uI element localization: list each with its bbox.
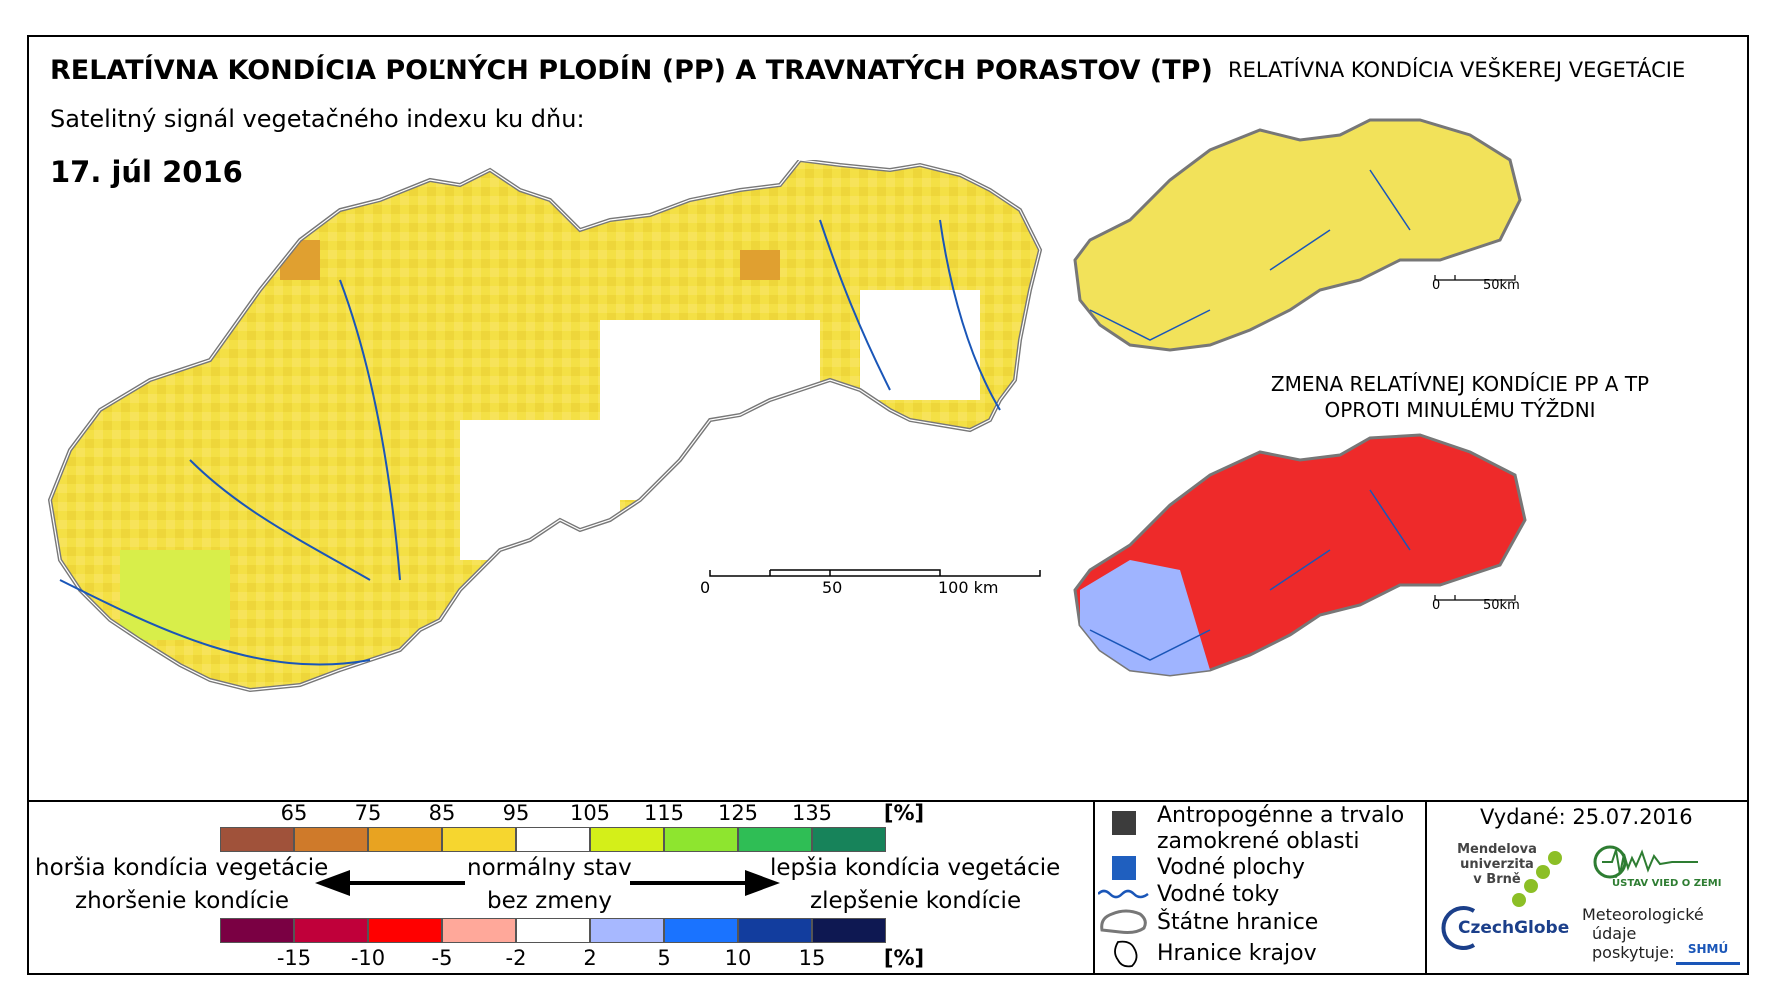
condition-tick-label: 115 xyxy=(643,801,685,825)
change-swatch xyxy=(664,918,738,943)
change-tick-label: 10 xyxy=(724,946,752,970)
shmu-logo: SHMÚ xyxy=(1676,942,1740,965)
condition-tick-label: 85 xyxy=(428,801,456,825)
condition-swatch xyxy=(442,827,516,852)
change-tick-label: 15 xyxy=(798,946,826,970)
change-swatch xyxy=(294,918,368,943)
mendel-dots-logo xyxy=(1512,851,1562,907)
condition-tick-label: 75 xyxy=(354,801,382,825)
anthropogenic-label-1: Antropogénne a trvalo xyxy=(1157,803,1405,828)
main-scale-0: 0 xyxy=(700,578,711,597)
inset-top-scale-0: 0 xyxy=(1432,278,1441,293)
legend-divider-1 xyxy=(1093,800,1095,975)
change-tick-label: -5 xyxy=(431,946,453,970)
change-swatch xyxy=(516,918,590,943)
worse-label-1: horšia kondícia vegetácie xyxy=(35,855,329,881)
inset-top-title: RELATÍVNA KONDÍCIA VEŠKEREJ VEGETÁCIE xyxy=(1228,58,1686,82)
anthropogenic-label-2: zamokrené oblasti xyxy=(1157,829,1360,854)
anthropogenic-swatch xyxy=(1112,811,1136,835)
change-swatch xyxy=(812,918,886,943)
region-border-label: Hranice krajov xyxy=(1157,941,1317,966)
czechglobe-text: CzechGlobe xyxy=(1458,918,1570,938)
condition-swatch xyxy=(590,827,664,852)
meteo-text-2: údaje xyxy=(1592,924,1637,943)
change-swatch xyxy=(590,918,664,943)
inset-bottom-title-1: ZMENA RELATÍVNEJ KONDÍCIE PP A TP xyxy=(1270,372,1650,396)
change-tick-label: [%] xyxy=(883,946,925,970)
condition-swatch xyxy=(294,827,368,852)
mendel-text-3: v Brně xyxy=(1473,872,1521,887)
map-subtitle: Satelitný signál vegetačného indexu ku d… xyxy=(50,105,585,133)
main-scale-100: 100 km xyxy=(938,578,999,597)
inset-change-map xyxy=(1073,433,1527,677)
inset-bottom-scale-0: 0 xyxy=(1432,598,1441,613)
legend-panel xyxy=(27,800,1749,977)
worse-label-2: zhoršenie kondície xyxy=(75,888,290,914)
water-bodies-swatch xyxy=(1112,856,1136,880)
meteo-text-1: Meteorologické xyxy=(1582,905,1704,924)
ustav-text: ÚSTAV VIED O ZEMI xyxy=(1612,878,1722,889)
water-bodies-label: Vodné plochy xyxy=(1157,855,1305,880)
condition-swatch xyxy=(220,827,294,852)
change-swatch xyxy=(442,918,516,943)
change-tick-label: -2 xyxy=(505,946,527,970)
change-swatch xyxy=(368,918,442,943)
ustav-logo xyxy=(1593,845,1698,879)
change-swatch xyxy=(738,918,812,943)
normal-label-1: normálny stav xyxy=(467,855,632,881)
inset-vegetation-map xyxy=(1073,118,1522,352)
arrow-right-icon xyxy=(630,870,780,896)
condition-tick-label: 95 xyxy=(502,801,530,825)
condition-tick-label: 105 xyxy=(569,801,611,825)
arrow-left-icon xyxy=(315,870,465,896)
region-border-icon xyxy=(1114,940,1138,968)
mendel-text-2: univerzita xyxy=(1460,857,1534,872)
condition-swatch xyxy=(812,827,886,852)
mendel-text-1: Mendelova xyxy=(1457,842,1537,857)
change-tick-label: 5 xyxy=(657,946,671,970)
inset-bottom-title-2: OPROTI MINULÉMU TÝŽDNI xyxy=(1324,398,1596,422)
change-tick-label: 2 xyxy=(583,946,597,970)
meteo-text-3: poskytuje: xyxy=(1592,943,1675,962)
change-swatch xyxy=(220,918,294,943)
condition-swatch xyxy=(368,827,442,852)
issued-date: Vydané: 25.07.2016 xyxy=(1480,805,1693,829)
condition-tick-label: 135 xyxy=(791,801,833,825)
main-scale-bar xyxy=(709,569,1041,577)
condition-swatch xyxy=(516,827,590,852)
map-date: 17. júl 2016 xyxy=(50,155,243,189)
change-tick-label: -15 xyxy=(276,946,312,970)
normal-label-2: bez zmeny xyxy=(487,888,612,914)
condition-swatch xyxy=(738,827,812,852)
inset-bottom-scale-50: 50km xyxy=(1483,598,1520,613)
rivers-label: Vodné toky xyxy=(1157,882,1280,907)
river-icon xyxy=(1098,889,1149,899)
better-label-2: zlepšenie kondície xyxy=(810,888,1022,914)
condition-tick-label: [%] xyxy=(883,801,925,825)
main-map xyxy=(48,160,1042,692)
czechglobe-logo xyxy=(1441,906,1476,950)
state-border-label: Štátne hranice xyxy=(1157,910,1319,935)
condition-tick-label: 65 xyxy=(280,801,308,825)
better-label-1: lepšia kondícia vegetácie xyxy=(770,855,1061,881)
map-frame xyxy=(27,35,1749,975)
legend-divider-2 xyxy=(1425,800,1427,975)
main-scale-50: 50 xyxy=(822,578,843,597)
condition-tick-label: 125 xyxy=(717,801,759,825)
change-tick-label: -10 xyxy=(350,946,386,970)
map-title: RELATÍVNA KONDÍCIA POĽNÝCH PLODÍN (PP) A… xyxy=(50,55,1213,86)
condition-swatch xyxy=(664,827,738,852)
inset-top-scale-50: 50km xyxy=(1483,278,1520,293)
state-border-icon xyxy=(1100,909,1147,934)
